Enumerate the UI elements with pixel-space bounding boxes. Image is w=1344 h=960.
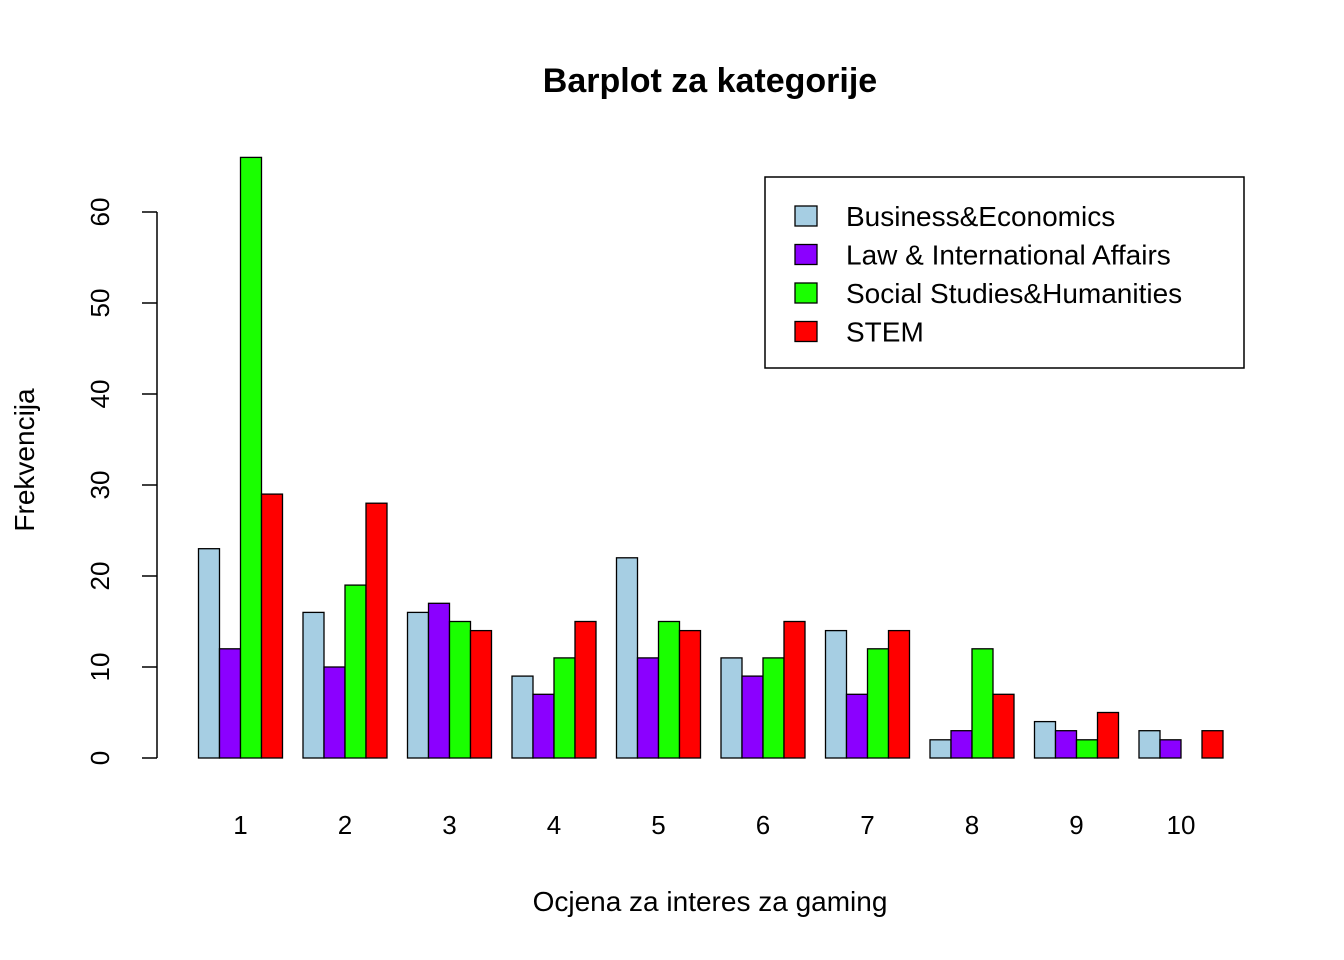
x-axis-label: Ocjena za interes za gaming — [533, 886, 888, 917]
x-tick-label: 1 — [233, 810, 247, 840]
bar — [427, 602, 451, 759]
y-tick-label: 20 — [85, 562, 115, 591]
y-axis-label: Frekvencija — [9, 388, 40, 532]
bar — [344, 584, 367, 759]
bar — [824, 629, 848, 759]
x-tick-label: 4 — [547, 810, 561, 840]
x-tick-label: 10 — [1167, 810, 1196, 840]
bar — [197, 548, 221, 759]
bar — [720, 657, 743, 759]
bar — [448, 620, 472, 759]
x-tick-label: 6 — [756, 810, 770, 840]
bar — [657, 620, 681, 759]
x-tick-label: 9 — [1069, 810, 1083, 840]
bar — [553, 657, 576, 759]
legend-swatch — [794, 282, 818, 304]
bar — [1138, 730, 1161, 759]
bar — [260, 493, 284, 759]
x-tick-label: 3 — [442, 810, 456, 840]
bar — [636, 657, 660, 759]
bar — [1201, 730, 1224, 759]
bar — [511, 675, 534, 759]
bar — [762, 657, 785, 759]
bar — [1075, 739, 1099, 759]
bar — [1033, 720, 1057, 759]
bar — [845, 693, 869, 759]
x-axis-tick-labels: 1 2 3 4 5 6 7 8 9 10 — [233, 810, 1195, 840]
y-tick-label: 50 — [85, 289, 115, 318]
bar — [783, 620, 806, 759]
bar — [1054, 730, 1078, 759]
bar — [678, 629, 702, 759]
bar — [1159, 739, 1182, 759]
y-tick-label: 10 — [85, 653, 115, 682]
bar — [406, 611, 430, 759]
bar — [302, 611, 325, 759]
y-tick-label: 40 — [85, 380, 115, 409]
bar — [323, 666, 346, 759]
bar — [741, 675, 764, 759]
bar — [929, 739, 952, 759]
y-tick-label: 0 — [85, 751, 115, 765]
y-tick-label: 60 — [85, 198, 115, 227]
legend: Business&Economics Law & International Af… — [764, 176, 1245, 369]
legend-swatch — [794, 320, 818, 343]
y-axis: 0 10 20 30 40 50 60 — [85, 198, 158, 765]
legend-label: Law & International Affairs — [846, 240, 1171, 271]
bar — [1096, 711, 1120, 759]
legend-label: Business&Economics — [846, 201, 1115, 232]
bar — [365, 502, 388, 759]
bar — [469, 629, 493, 759]
y-tick-label: 30 — [85, 471, 115, 500]
chart-title: Barplot za kategorije — [543, 62, 877, 100]
bar — [574, 620, 597, 759]
legend-label: Social Studies&Humanities — [846, 278, 1182, 309]
bar — [887, 629, 911, 759]
bar — [615, 557, 639, 759]
legend-swatch — [794, 243, 818, 266]
x-tick-label: 5 — [651, 810, 665, 840]
x-tick-label: 2 — [338, 810, 352, 840]
bar — [239, 156, 263, 759]
bar — [532, 693, 555, 759]
bar — [971, 648, 994, 759]
bar — [866, 648, 890, 759]
bar — [218, 648, 242, 759]
x-tick-label: 7 — [860, 810, 874, 840]
x-tick-label: 8 — [965, 810, 979, 840]
legend-box — [764, 176, 1245, 369]
bar-groups — [197, 156, 1224, 759]
bar — [992, 693, 1015, 759]
bar — [950, 730, 973, 759]
legend-swatch — [794, 205, 818, 227]
legend-label: STEM — [846, 317, 924, 348]
